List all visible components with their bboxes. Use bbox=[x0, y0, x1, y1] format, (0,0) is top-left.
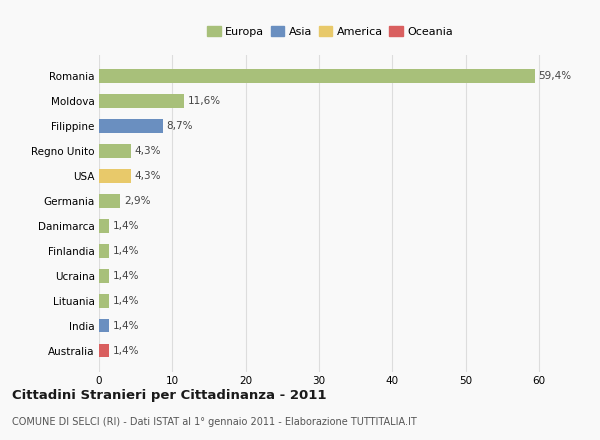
Bar bbox=[99, 294, 109, 308]
Text: 8,7%: 8,7% bbox=[166, 121, 193, 131]
Text: 2,9%: 2,9% bbox=[124, 196, 151, 206]
Bar bbox=[99, 219, 109, 233]
Bar bbox=[99, 94, 184, 108]
Text: 4,3%: 4,3% bbox=[134, 146, 161, 156]
Text: 4,3%: 4,3% bbox=[134, 171, 161, 181]
Bar bbox=[99, 144, 131, 158]
Bar bbox=[99, 119, 163, 133]
Text: 1,4%: 1,4% bbox=[113, 271, 139, 281]
Text: COMUNE DI SELCI (RI) - Dati ISTAT al 1° gennaio 2011 - Elaborazione TUTTITALIA.I: COMUNE DI SELCI (RI) - Dati ISTAT al 1° … bbox=[12, 417, 417, 427]
Bar bbox=[99, 269, 109, 282]
Text: 1,4%: 1,4% bbox=[113, 345, 139, 356]
Bar bbox=[99, 344, 109, 357]
Text: Cittadini Stranieri per Cittadinanza - 2011: Cittadini Stranieri per Cittadinanza - 2… bbox=[12, 389, 326, 403]
Bar bbox=[99, 244, 109, 258]
Text: 1,4%: 1,4% bbox=[113, 296, 139, 306]
Text: 11,6%: 11,6% bbox=[188, 96, 221, 106]
Bar bbox=[99, 70, 535, 83]
Bar bbox=[99, 319, 109, 333]
Text: 59,4%: 59,4% bbox=[538, 71, 571, 81]
Text: 1,4%: 1,4% bbox=[113, 246, 139, 256]
Bar bbox=[99, 169, 131, 183]
Text: 1,4%: 1,4% bbox=[113, 221, 139, 231]
Bar bbox=[99, 194, 120, 208]
Legend: Europa, Asia, America, Oceania: Europa, Asia, America, Oceania bbox=[205, 24, 455, 39]
Text: 1,4%: 1,4% bbox=[113, 321, 139, 330]
